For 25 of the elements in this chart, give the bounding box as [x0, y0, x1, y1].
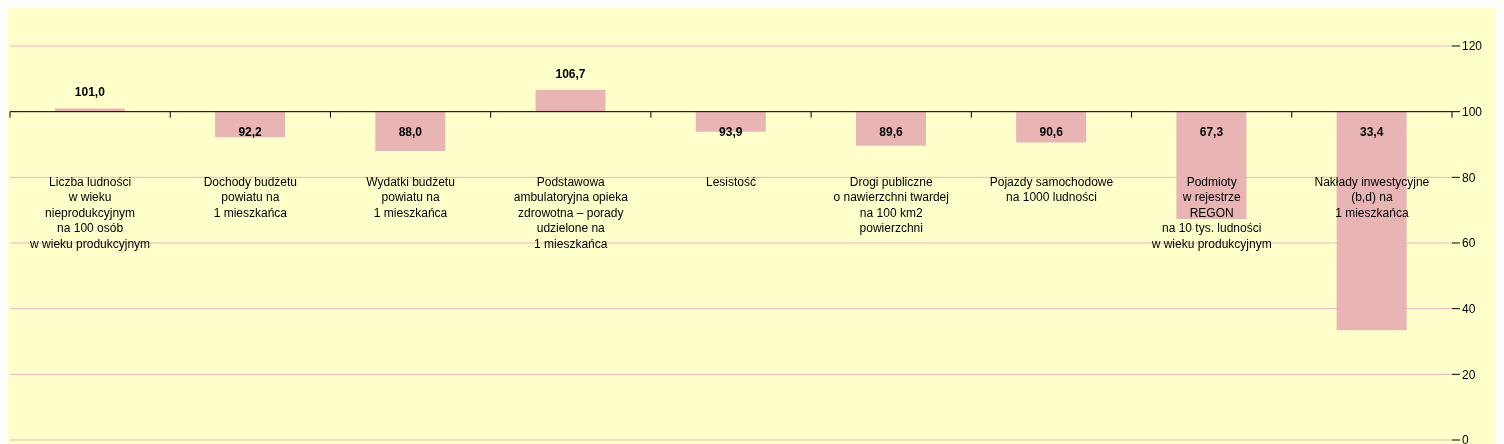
y-tick-label: 0	[1462, 433, 1469, 444]
x-tick-label: Podmioty w rejestrze REGON na 10 tys. ludności w wieku produkcyjnym	[1150, 174, 1272, 251]
y-tick-label: 60	[1462, 236, 1476, 251]
data-label: 33,4	[1359, 124, 1384, 139]
data-label: 88,0	[398, 124, 423, 139]
y-tick-label: 20	[1462, 367, 1476, 382]
x-tick-label: Dochody budżetu powiatu na 1 mieszkańca	[203, 174, 298, 220]
data-label: 93,9	[719, 124, 743, 139]
y-tick-label: 40	[1462, 301, 1476, 316]
y-tick-label: 120	[1462, 39, 1483, 54]
data-label: 101,0	[74, 85, 106, 100]
x-tick-label: Drogi publiczne o nawierzchni twardej na 100 km2 powierzchni	[833, 174, 949, 236]
data-label: 67,3	[1199, 124, 1224, 139]
data-label: 92,2	[238, 124, 263, 139]
x-tick-label: Pojazdy samochodowe na 1000 ludności	[989, 174, 1114, 205]
data-label: 89,6	[879, 124, 903, 139]
data-label: 90,6	[1039, 124, 1064, 139]
x-tick-label: Wydatki budżetu powiatu na 1 mieszkańca	[366, 174, 455, 220]
y-tick-label: 100	[1462, 104, 1483, 119]
x-tick-label: Podstawowa ambulatoryjna opieka zdrowotna – porady udzielone na 1 mieszkańca	[513, 174, 629, 251]
y-tick-label: 80	[1462, 170, 1476, 185]
x-tick-label: Nakłady inwestycyjne (b,d) na 1 mieszkańca	[1314, 174, 1430, 220]
x-tick-label: Liczba ludności w wieku nieprodukcyjnym na 100 osób w wieku produkcyjnym	[29, 174, 151, 251]
x-tick-label: Lesistość	[705, 174, 757, 189]
data-label: 106,7	[555, 66, 586, 81]
